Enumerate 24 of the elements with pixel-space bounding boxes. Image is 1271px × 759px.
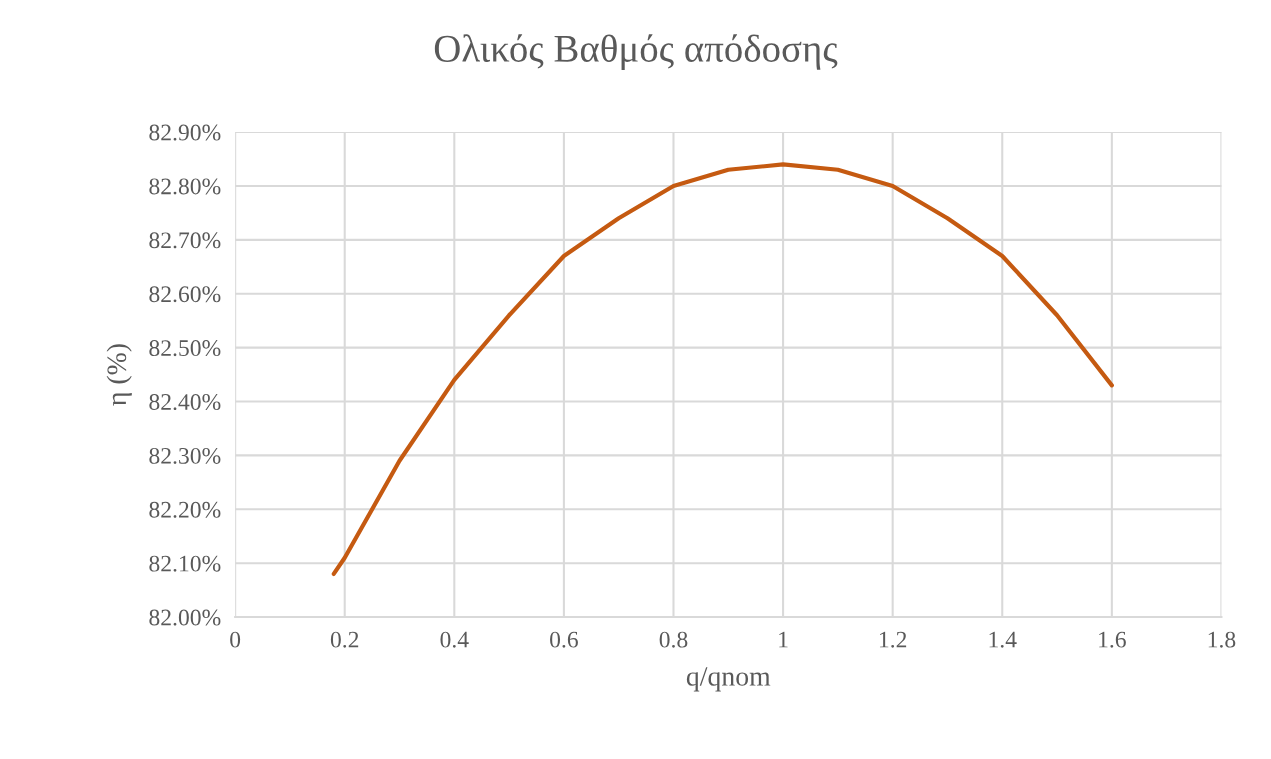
y-tick-label: 82.00% <box>149 609 221 626</box>
y-tick-label: 82.30% <box>149 447 221 464</box>
x-tick-label: 0.8 <box>659 631 688 648</box>
line-series <box>331 162 1114 577</box>
y-tick-label: 82.40% <box>149 394 221 411</box>
x-axis-title: q/qnom <box>686 667 771 692</box>
y-axis-title: η (%) <box>106 344 132 406</box>
y-tick-label: 82.10% <box>149 555 221 572</box>
x-tick-label: 1.4 <box>989 631 1017 648</box>
y-tick-label: 82.70% <box>149 232 221 249</box>
y-tick-label: 82.90% <box>149 124 221 141</box>
y-tick-label: 82.80% <box>149 178 221 195</box>
y-tick-label: 82.50% <box>149 340 221 357</box>
chart-title: Ολικός Βαθμός απόδοσης <box>434 34 838 70</box>
x-tick-label: 1.2 <box>879 631 907 648</box>
x-tick-label: 1 <box>779 631 788 648</box>
y-tick-label: 82.60% <box>149 286 221 303</box>
x-tick-label: 0 <box>230 631 241 648</box>
x-tick-label: 0.4 <box>440 631 469 648</box>
x-tick-label: 0.6 <box>550 631 578 648</box>
x-tick-label: 1.6 <box>1099 631 1126 648</box>
y-tick-label: 82.20% <box>149 501 221 518</box>
x-tick-label: 0.2 <box>330 631 359 648</box>
x-tick-label: 1.8 <box>1208 631 1236 648</box>
